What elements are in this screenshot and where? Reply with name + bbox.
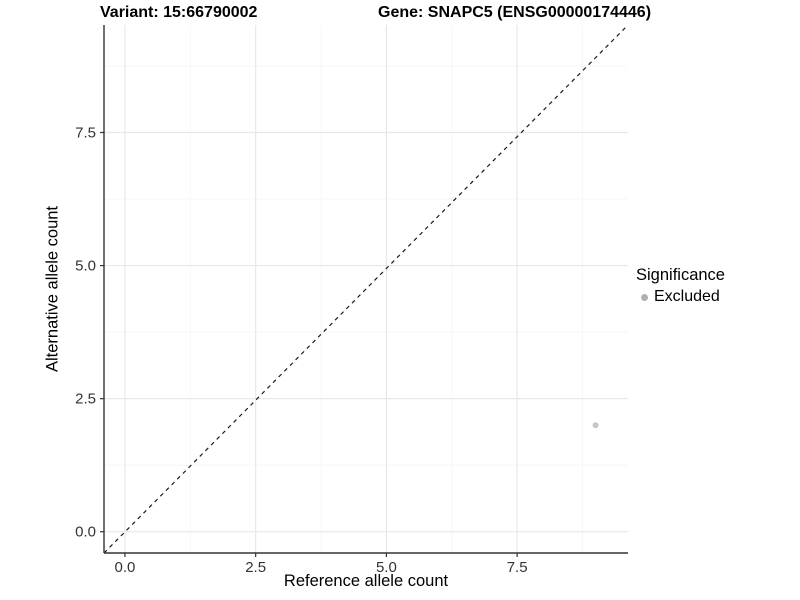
x-tick-label: 7.5 bbox=[507, 559, 528, 576]
y-tick-label: 0.0 bbox=[75, 524, 96, 541]
legend: Significance Excluded bbox=[636, 266, 725, 306]
legend-item-excluded: Excluded bbox=[636, 288, 725, 306]
y-tick-label: 5.0 bbox=[75, 258, 96, 275]
legend-title: Significance bbox=[636, 266, 725, 284]
excluded-point-icon bbox=[641, 293, 648, 301]
data-point bbox=[592, 422, 599, 429]
y-axis-label: Alternative allele count bbox=[43, 205, 62, 373]
legend-item-label: Excluded bbox=[654, 288, 720, 305]
gene-title: Gene: SNAPC5 (ENSG00000174446) bbox=[378, 4, 652, 21]
variant-title: Variant: 15:66790002 bbox=[100, 4, 258, 21]
x-tick-label: 2.5 bbox=[245, 559, 266, 576]
y-tick-label: 2.5 bbox=[75, 391, 96, 408]
y-tick-label: 7.5 bbox=[75, 125, 96, 142]
identity-line bbox=[103, 24, 629, 554]
x-axis-label: Reference allele count bbox=[283, 572, 449, 590]
x-tick-label: 5.0 bbox=[376, 559, 397, 576]
x-tick-label: 0.0 bbox=[114, 559, 135, 576]
